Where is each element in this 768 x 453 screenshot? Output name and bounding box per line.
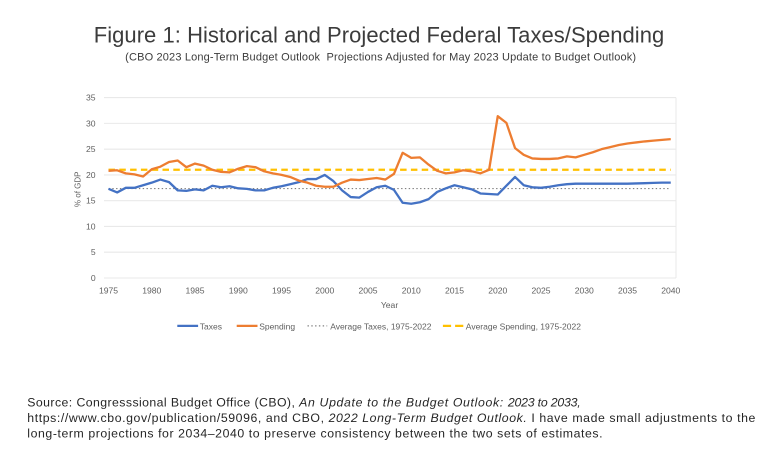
svg-text:Average Spending, 1975-2022: Average Spending, 1975-2022 [466,322,581,332]
svg-text:Spending: Spending [259,322,295,332]
svg-text:10: 10 [86,221,96,231]
svg-text:Average Taxes, 1975-2022: Average Taxes, 1975-2022 [330,322,432,332]
svg-text:20: 20 [86,170,96,180]
svg-text:(CBO 2023 Long-Term Budget Out: (CBO 2023 Long-Term Budget Outlook Proje… [125,52,636,64]
svg-text:1980: 1980 [142,285,161,295]
svg-text:5: 5 [91,247,96,257]
svg-text:2035: 2035 [618,285,637,295]
svg-text:30: 30 [86,118,96,128]
svg-text:Figure 1: Historical and Proje: Figure 1: Historical and Projected Feder… [94,23,665,48]
svg-text:https://www.cbo.gov/publicatio: https://www.cbo.gov/publication/59096, a… [27,411,756,425]
svg-text:Year: Year [381,300,399,310]
svg-text:15: 15 [86,196,96,206]
svg-text:Taxes: Taxes [200,322,222,332]
svg-text:2005: 2005 [358,285,377,295]
svg-text:1975: 1975 [99,285,118,295]
svg-text:25: 25 [86,144,96,154]
svg-text:% of GDP: % of GDP [74,172,83,208]
svg-text:Source: Congresssional Budget: Source: Congresssional Budget Office (CB… [27,396,580,410]
svg-text:2010: 2010 [402,285,421,295]
svg-text:1990: 1990 [229,285,248,295]
svg-text:1995: 1995 [272,285,291,295]
svg-text:2025: 2025 [531,285,550,295]
svg-text:2040: 2040 [661,285,680,295]
svg-text:35: 35 [86,93,96,103]
svg-text:2020: 2020 [488,285,507,295]
svg-text:0: 0 [91,273,96,283]
svg-text:1985: 1985 [185,285,204,295]
svg-text:2015: 2015 [445,285,464,295]
svg-text:2000: 2000 [315,285,334,295]
svg-text:2030: 2030 [575,285,594,295]
svg-text:long-term projections for 2034: long-term projections for 2034–2040 to p… [27,426,603,440]
